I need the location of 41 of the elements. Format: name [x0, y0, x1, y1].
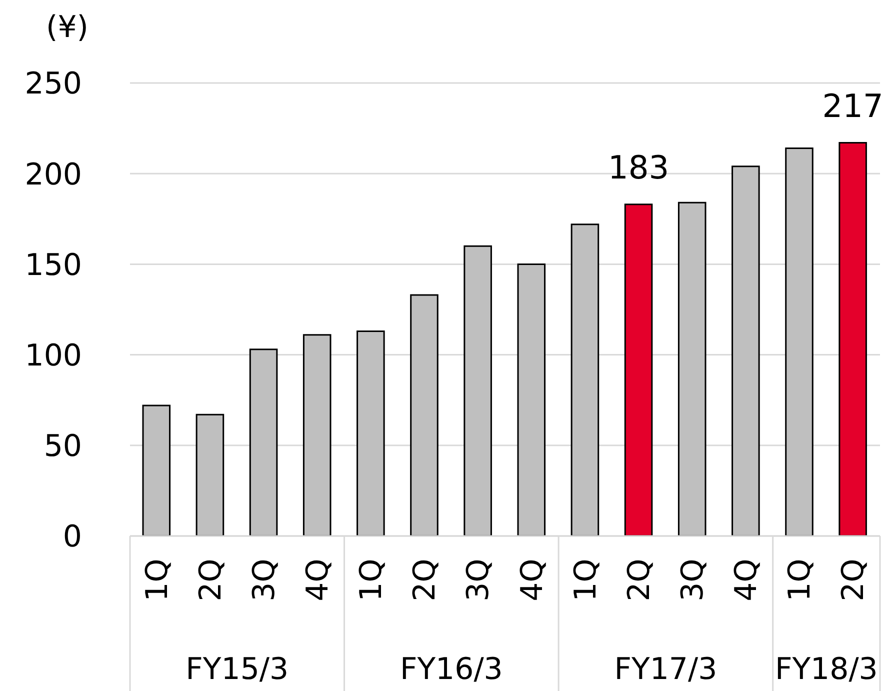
x-tick-label: 4Q: [514, 558, 550, 602]
x-tick-label: 4Q: [300, 558, 336, 602]
text: FY18/3: [774, 652, 878, 687]
y-tick-label: 100: [24, 338, 82, 374]
x-tick-label: 1Q: [354, 558, 390, 602]
bar: [517, 263, 546, 536]
y-tick-label: 0: [62, 520, 82, 555]
x-tick-label: 4Q: [729, 558, 764, 602]
x-tick-label: 1Q: [140, 558, 175, 602]
x-tick-label: 3Q: [676, 558, 710, 602]
y-tick-label: 200: [24, 157, 82, 192]
data-label: 183: [608, 148, 670, 186]
data-label: 217: [822, 86, 884, 125]
bar: [732, 166, 760, 536]
bar: [302, 334, 332, 536]
bar: [464, 245, 492, 536]
x-tick-label: 2Q: [408, 558, 443, 602]
x-tick-label: 3Q: [461, 558, 496, 602]
bar: [570, 224, 600, 536]
bar: [785, 147, 814, 536]
bar: [142, 404, 171, 536]
x-tick-label: 1Q: [782, 558, 818, 602]
x-tick-label: 2Q: [193, 558, 228, 602]
text: FY15/3: [186, 652, 289, 687]
x-tick-label: 3Q: [246, 558, 282, 602]
text: FY16/3: [400, 652, 503, 687]
bar: [624, 204, 653, 536]
x-tick-label: 2Q: [836, 558, 872, 602]
bar: [196, 414, 224, 536]
y-tick-label: 250: [24, 66, 82, 102]
bar: [249, 348, 278, 536]
x-tick-label: 1Q: [568, 558, 604, 602]
bar: [410, 294, 438, 536]
bar: [678, 202, 706, 536]
text: FY17/3: [614, 652, 718, 687]
y-axis-title: (¥): [46, 10, 88, 45]
x-tick-label: 2Q: [622, 558, 657, 602]
bar: [356, 330, 385, 536]
bar: [838, 142, 867, 536]
y-tick-label: 150: [24, 248, 82, 283]
y-tick-label: 50: [44, 429, 82, 464]
